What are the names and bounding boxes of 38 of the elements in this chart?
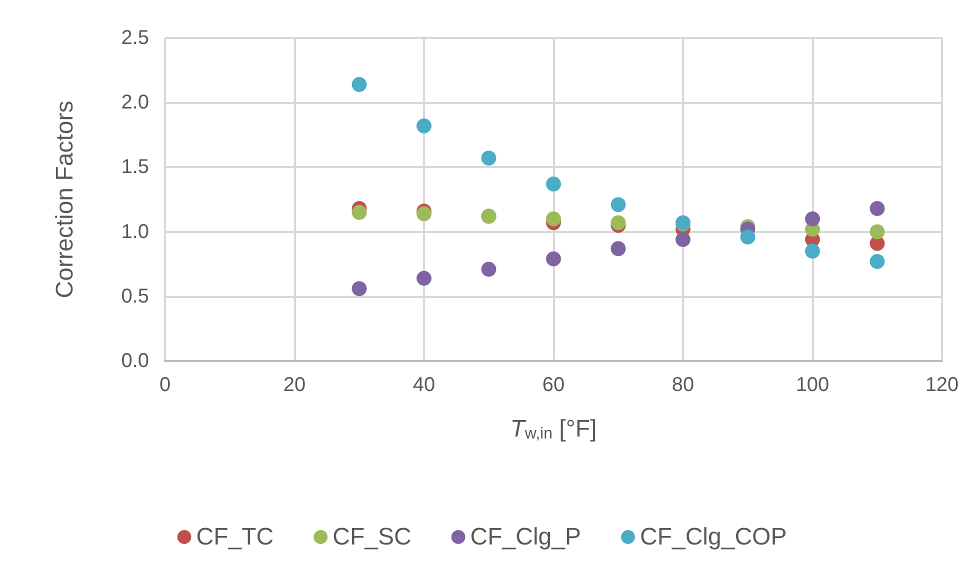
y-axis-title: Correction Factors [52,100,78,298]
point [416,270,432,286]
point [352,77,367,92]
y-tick-label: 1.5 [121,156,149,178]
point [352,281,367,296]
x-tick-label: 0 [159,374,171,396]
point [546,211,561,226]
legend-label: CF_Clg_P [470,524,582,550]
x-tick-label: 120 [925,374,959,396]
legend-label: CF_SC [332,524,412,550]
point [740,229,756,244]
point [676,232,690,248]
y-tick-label: 2.0 [121,92,149,114]
point [481,262,496,277]
x-tick-label: 100 [796,374,830,396]
x-tick-label: 60 [542,374,565,396]
point [610,241,626,256]
point [610,197,626,212]
x-tick-label: 40 [412,374,436,396]
point [352,204,367,220]
point [546,176,561,192]
y-tick-label: 0.5 [121,285,149,308]
point [416,118,432,134]
point [870,224,885,240]
point [870,201,885,216]
y-tick-label: 2.5 [121,27,149,49]
y-tick-label: 0.0 [121,350,149,372]
point [805,211,820,226]
point [481,150,496,166]
point [546,251,561,266]
legend-label: CF_TC [196,524,274,550]
point [870,254,885,270]
y-tick-label: 1.0 [121,220,149,243]
point [805,244,820,259]
legend-label: CF_Clg_COP [640,524,787,550]
x-tick-label: 80 [672,374,694,396]
x-tick-label: 20 [283,374,306,396]
x-axis-title: Tw,in [°F] [510,416,597,442]
